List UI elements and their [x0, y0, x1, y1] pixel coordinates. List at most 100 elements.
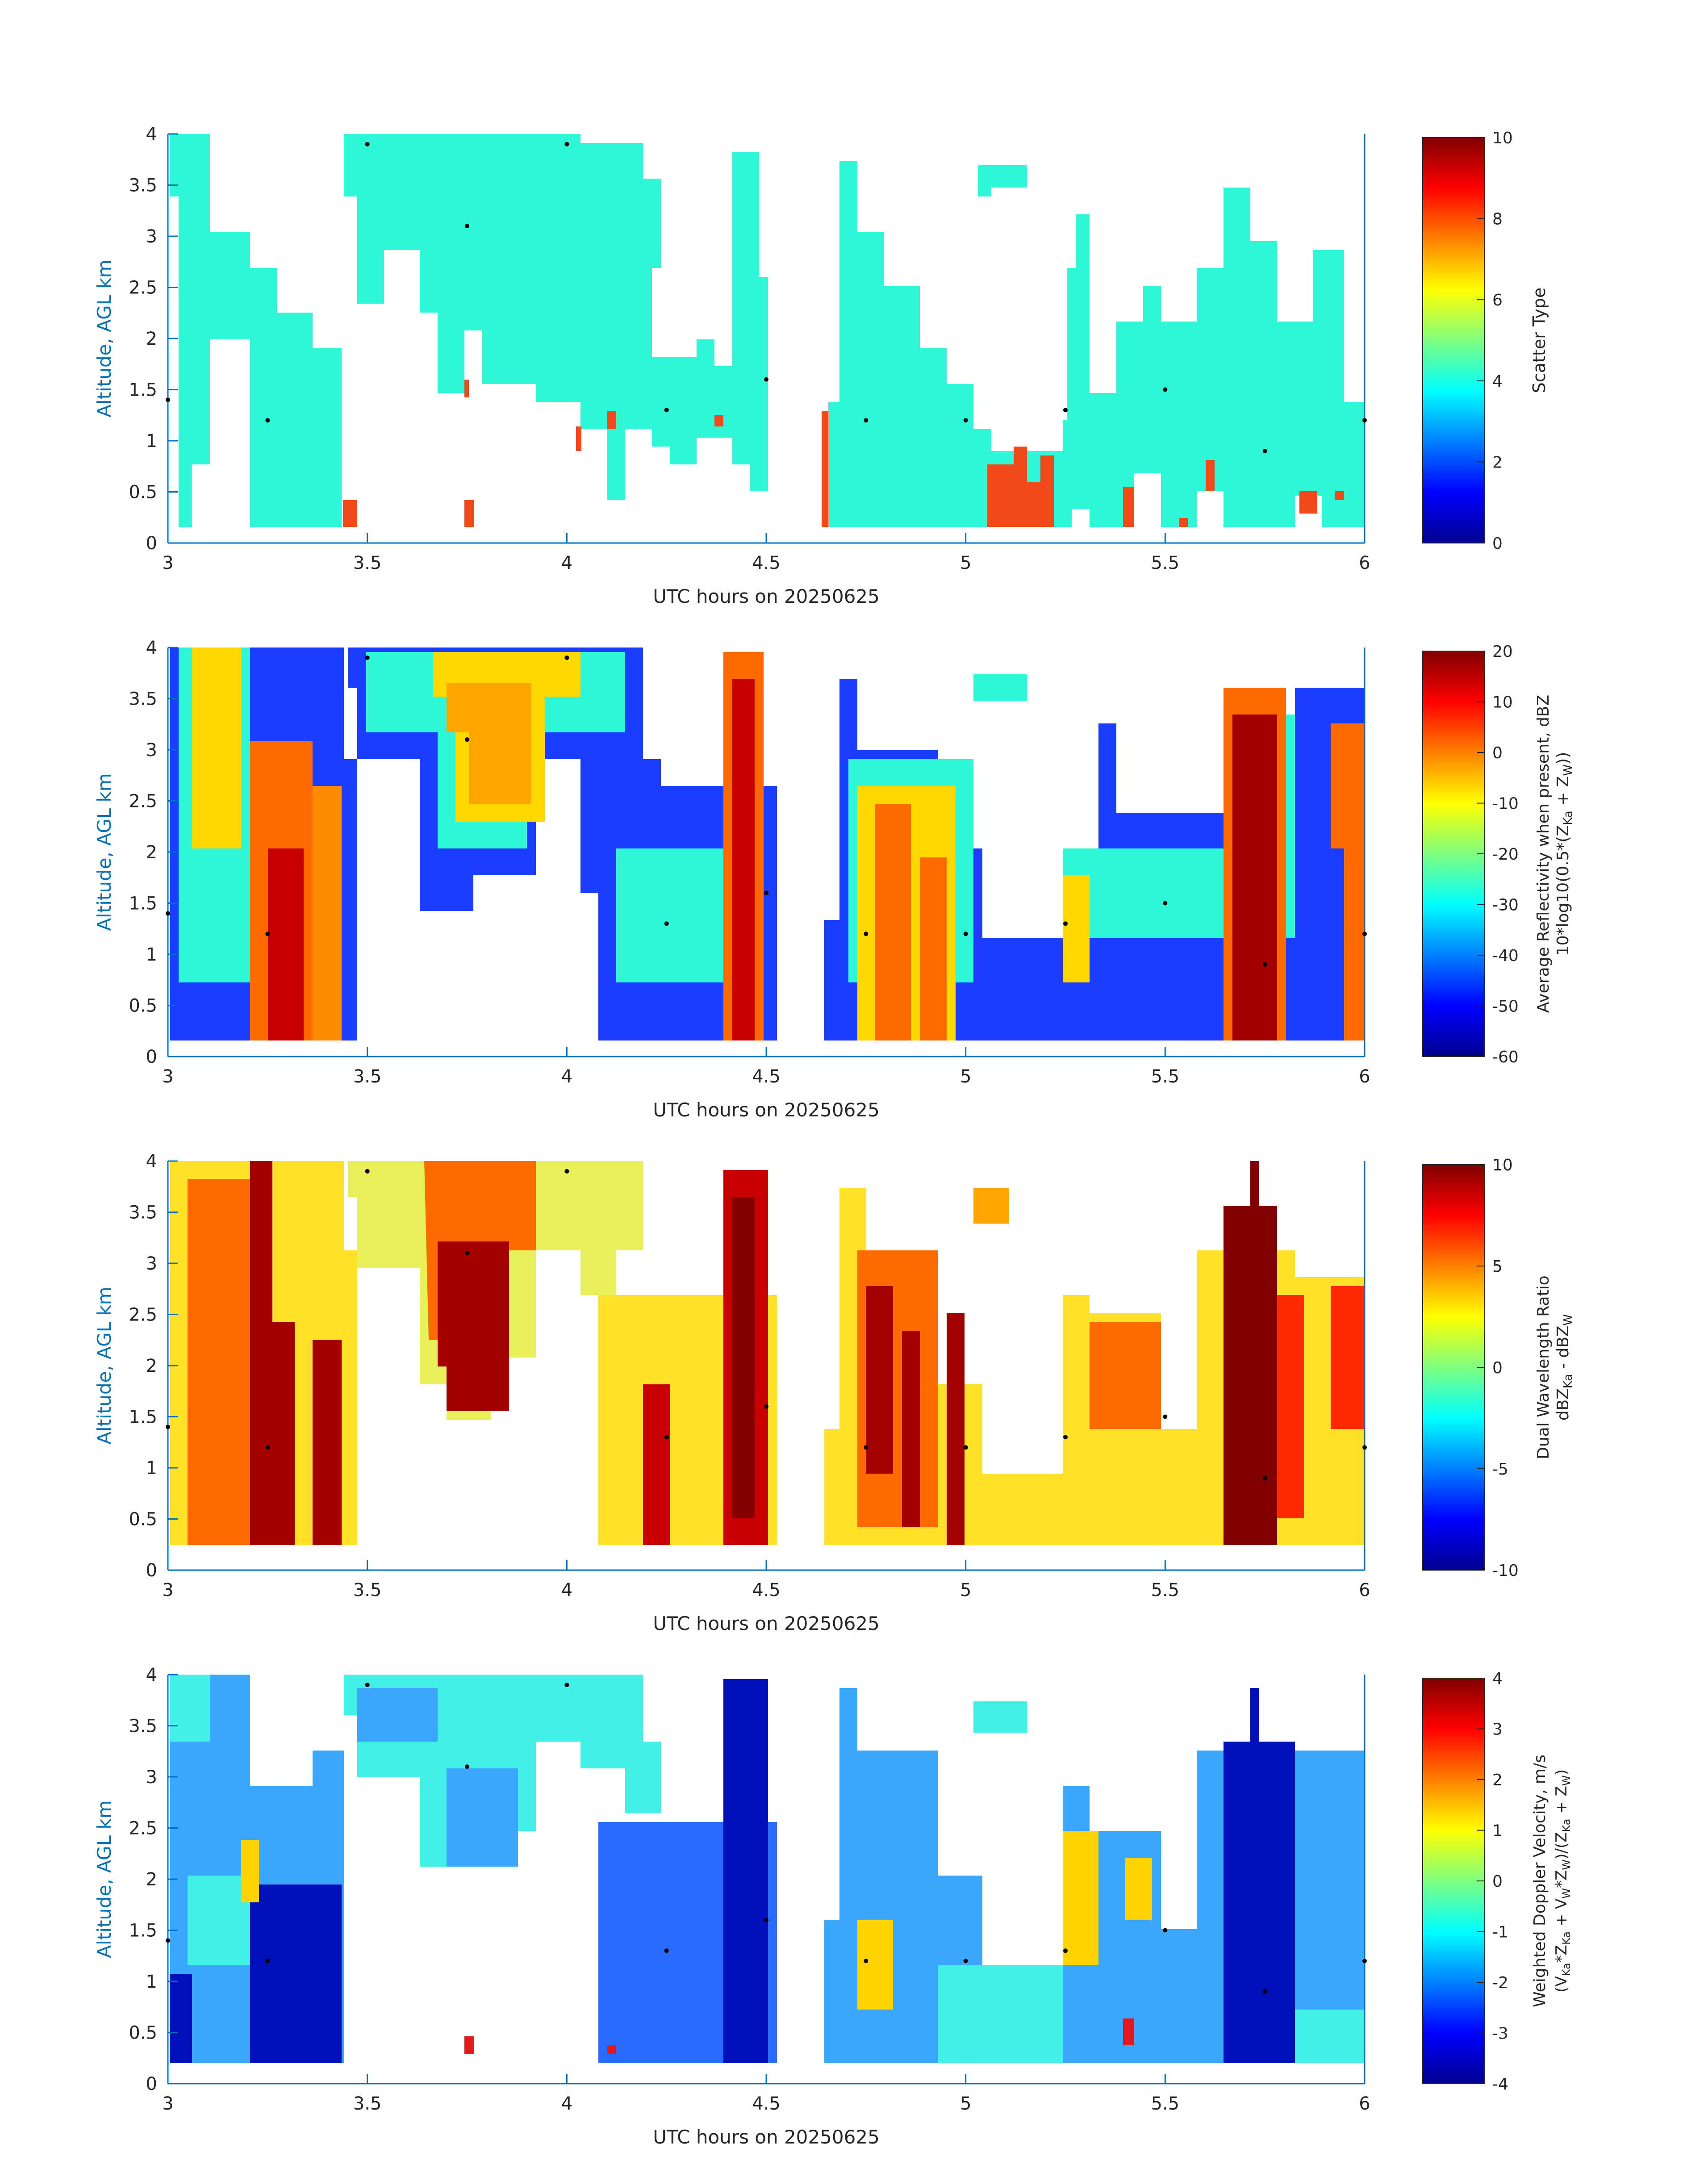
dwr-core-1: [250, 1161, 342, 1545]
refl-core-4b: [857, 786, 1090, 1040]
panel-3: 3 3.5 4 4.5 5 5.5 6 0 0.5 1 1.5 2 2.5 3 3.5 4 UTC hour…: [93, 1151, 1575, 1634]
dwr-core-2b: [438, 1241, 509, 1411]
cb2-part-3: )): [1554, 752, 1572, 765]
x-tick-label: 3: [162, 2093, 173, 2114]
marker-point: [166, 1425, 170, 1429]
plot-area-3: [168, 1161, 1365, 1570]
x-ticks-2: 3 3.5 4 4.5 5 5.5 6: [162, 1047, 1370, 1087]
y-tick-label: 3.5: [129, 1203, 157, 1223]
colorbar-ticks-4: -4 -3 -2 -1 0 1 2 3 4: [1477, 1670, 1508, 2093]
marker-point: [1262, 962, 1267, 967]
y-axis-label-1: Altitude, AGL km: [93, 259, 115, 417]
dwr-core-3b: [732, 1197, 755, 1518]
marker-point: [1163, 901, 1168, 906]
marker-point: [465, 224, 469, 229]
reflectivity-field: [170, 648, 1365, 1040]
dwr-core-4b: [866, 1286, 965, 1545]
marker-point: [365, 1169, 370, 1174]
marker-point: [1262, 448, 1267, 453]
marker-point: [1262, 1475, 1267, 1480]
vel-core-1: [170, 1885, 342, 2063]
colorbar-tick-label: 5: [1492, 1258, 1503, 1276]
y-tick-label: 4: [146, 124, 157, 145]
colorbar-tick-label: 0: [1492, 1872, 1503, 1891]
x-tick-label: 5: [960, 2093, 971, 2114]
x-axis-label-3: UTC hours on 20250625: [653, 1613, 880, 1634]
cloud-region-5: [978, 165, 1027, 196]
cb3-part-2: - dBZ: [1554, 1325, 1572, 1374]
colorbar-tick-label: 2: [1492, 453, 1503, 472]
colorbar-tick-label: 6: [1492, 291, 1503, 309]
marker-point: [1063, 921, 1068, 926]
doppler-field: [170, 1675, 1365, 2063]
marker-point: [166, 397, 170, 402]
x-tick-label: 5.5: [1151, 1580, 1180, 1600]
marker-point: [1163, 1414, 1168, 1419]
marker-point: [1063, 408, 1068, 413]
cb2-part-1: 10*log10(0.5*(Z: [1554, 825, 1572, 956]
y-tick-label: 3: [146, 226, 157, 247]
y-tick-label: 2: [146, 329, 157, 349]
marker-point: [564, 655, 569, 660]
colorbar-label-1: Scatter Type: [1529, 288, 1549, 393]
colorbar-tick-label: -50: [1492, 998, 1519, 1016]
x-tick-label: 6: [1359, 1580, 1370, 1600]
refl-core-5b: [1232, 715, 1277, 1040]
plot-area-4: [168, 1675, 1365, 2084]
vel-core-3: [723, 1679, 768, 2063]
x-tick-label: 5.5: [1151, 2093, 1180, 2114]
vel-yellow-4: [857, 1831, 1152, 2010]
colorbar-tick-label: 1: [1492, 1822, 1503, 1840]
marker-point: [764, 1404, 768, 1409]
marker-point: [664, 921, 669, 926]
colorbar-2: -60 -50 -40 -30 -20 -10 0 10 20 Average Reflecti…: [1422, 643, 1575, 1066]
colorbar-tick-label: -3: [1492, 2025, 1508, 2043]
marker-point: [664, 408, 669, 413]
cloud-region-3: [652, 152, 768, 491]
cb3-part-1: dBZ: [1554, 1388, 1572, 1421]
marker-point: [963, 1445, 968, 1450]
cb4-part-3: + V: [1553, 1899, 1570, 1931]
y-tick-label: 1: [146, 1458, 157, 1479]
colorbar-tick-label: 0: [1492, 744, 1503, 762]
colorbar-tick-label: -2: [1492, 1974, 1508, 1992]
colorbar-1: 0 2 4 6 8 10 Scatter Type: [1422, 129, 1549, 553]
marker-point: [365, 1682, 370, 1687]
marker-point: [1362, 1959, 1367, 1964]
y-axis-label-2: Altitude, AGL km: [93, 773, 115, 931]
marker-point: [1262, 1989, 1267, 1994]
marker-point: [864, 932, 869, 936]
cb4-sub-6: W: [1560, 1775, 1573, 1786]
y-ticks-4: 0 0.5 1 1.5 2 2.5 3 3.5 4: [129, 1665, 178, 2094]
cb2-sub-2: W: [1562, 765, 1575, 776]
colorbar-tick-label: 0: [1492, 535, 1503, 553]
colorbar-label-4-line-1: Weighted Doppler Velocity, m/s: [1531, 1755, 1549, 2007]
cb4-sub-4: W: [1560, 1859, 1573, 1870]
colorbar-tick-label: -10: [1492, 795, 1519, 813]
colorbar-tick-label: -1: [1492, 1923, 1508, 1942]
markers-3: [166, 1169, 1367, 1480]
colorbar-label-3-line-1: Dual Wavelength Ratio: [1534, 1275, 1553, 1459]
y-tick-label: 1.5: [129, 1407, 157, 1428]
colorbar-3: -10 -5 0 5 10 Dual Wavelength Ratio dBZKa - …: [1422, 1156, 1575, 1580]
y-tick-label: 4: [146, 1665, 157, 1685]
cb4-part-6: + Z: [1553, 1786, 1570, 1818]
marker-point: [166, 1938, 170, 1943]
colorbar-label-1-part-1: Scatter Type: [1529, 288, 1549, 393]
panel-4: 3 3.5 4 4.5 5 5.5 6 0 0.5 1 1.5 2 2.5 3 3.5 4 UTC hour…: [93, 1665, 1573, 2148]
marker-point: [365, 142, 370, 146]
refl-patch: [973, 674, 1027, 701]
x-tick-label: 4: [561, 2093, 572, 2114]
refl-core-1e: [313, 786, 342, 1040]
marker-point: [1063, 1948, 1068, 1953]
panel-1: 3 3.5 4 4.5 5 5.5 6 0 0.5 1 1.5 2 2.5 3 3.5 4 UTC hour…: [93, 124, 1549, 607]
x-tick-label: 6: [1359, 2093, 1370, 2114]
marker-point: [265, 932, 270, 936]
y-tick-label: 1.5: [129, 894, 157, 914]
y-tick-label: 1.5: [129, 1921, 157, 1941]
colorbar-label-3-line-2: dBZKa - dBZW: [1554, 1314, 1575, 1421]
cloud-region-6: [991, 188, 1365, 527]
vel-core-5: [1224, 1688, 1295, 2063]
y-tick-label: 0.5: [129, 996, 157, 1016]
marker-point: [664, 1435, 669, 1440]
